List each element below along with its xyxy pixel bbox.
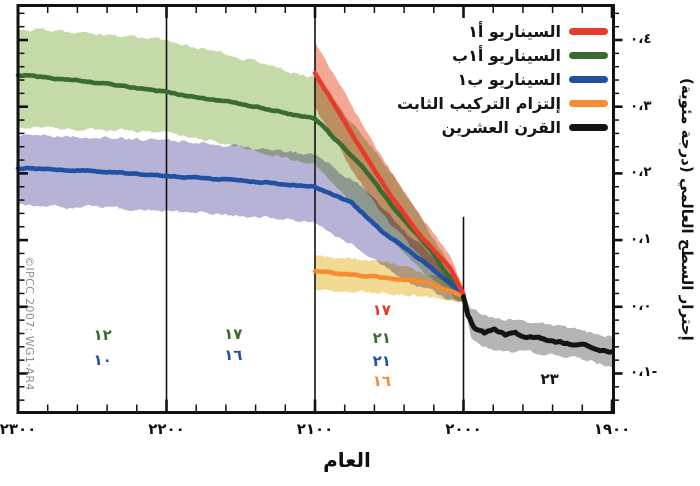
line-1	[15, 165, 466, 298]
legend-label: السيناريو أ١ب	[452, 45, 561, 65]
band-0	[18, 27, 464, 302]
series-lines	[15, 70, 615, 355]
legend-label: السيناريو ب١	[457, 69, 561, 89]
band-4	[463, 292, 612, 368]
line-0	[15, 73, 466, 298]
legend-swatch-orange-icon	[569, 100, 608, 107]
legend-swatch-red-icon	[569, 28, 608, 35]
axis-ticks	[16, 6, 623, 412]
copyright-note: ©IPCC 2007: WG1-AR4	[23, 256, 36, 391]
line-4	[461, 294, 615, 355]
legend-item-b1: السيناريو ب١	[397, 69, 608, 90]
legend-swatch-blue-icon	[569, 76, 608, 83]
plot-border	[16, 4, 615, 414]
legend-item-a1b: السيناريو أ١ب	[397, 45, 608, 66]
line-2	[312, 268, 466, 299]
legend-label: القرن العشرين	[441, 117, 561, 137]
band-3	[315, 42, 464, 302]
legend-swatch-green-icon	[569, 52, 608, 59]
y-axis-title: إحترار السطح العالمي (درجة مئوية)	[678, 78, 696, 341]
legend-label: السيناريو أ١	[468, 21, 561, 41]
line-3	[312, 70, 466, 297]
legend: السيناريو أ١ السيناريو أ١ب السيناريو ب١ …	[397, 21, 608, 138]
legend-item-a2: السيناريو أ١	[397, 21, 608, 42]
legend-item-commitment: إلتزام التركيب الثابت	[397, 93, 608, 114]
band-1	[18, 134, 464, 304]
legend-item-20th-century: القرن العشرين	[397, 117, 608, 138]
legend-swatch-black-icon	[569, 124, 608, 131]
legend-label: إلتزام التركيب الثابت	[396, 93, 561, 113]
x-axis-title: العام	[323, 448, 371, 472]
